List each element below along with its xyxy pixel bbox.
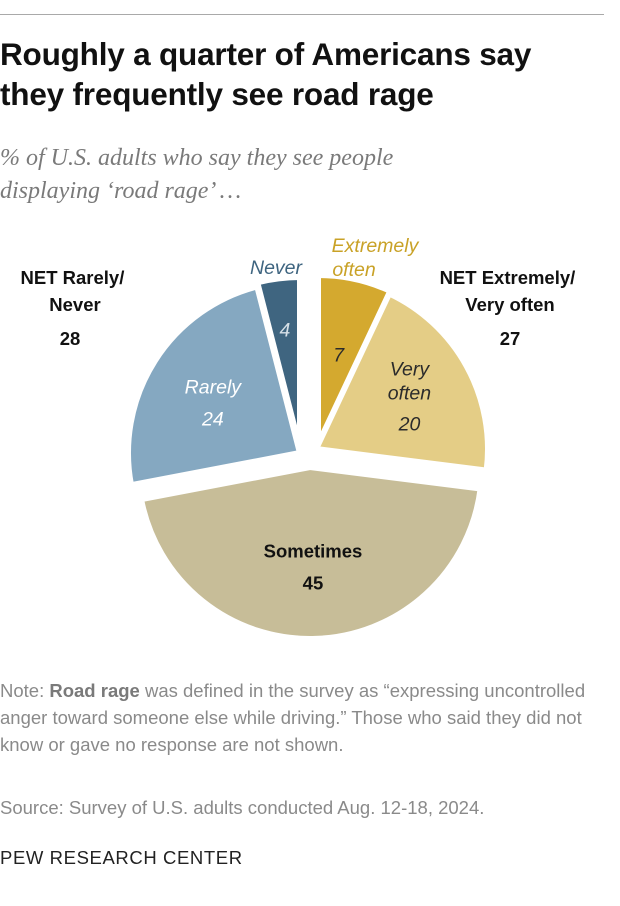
chart-subtitle: % of U.S. adults who say they see people… [0,145,394,204]
label-sometimes: Sometimes [264,541,363,562]
label-never: Never [250,257,304,279]
net-frequent-label-line1: NET Extremely/ [440,267,576,288]
label-extremely-often-line2: often [332,259,375,281]
value-never: 4 [279,320,290,342]
value-sometimes: 45 [303,573,324,594]
label-rarely: Rarely [185,377,243,399]
top-divider [0,14,604,15]
value-very-often: 20 [398,414,421,436]
pie-labels: Extremelyoften7Veryoften20Sometimes45Rar… [185,235,431,594]
slice-sometimes [137,463,485,642]
note: Note: Road rage was defined in the surve… [0,677,610,758]
pie-slices [125,271,491,642]
pew-logo-text: PEW RESEARCH CENTER [0,847,243,868]
chart-title: Roughly a quarter of Americans say they … [0,36,532,112]
label-very-often-line2: often [388,383,431,405]
slice-never [253,273,303,450]
note-prefix: Note: [0,680,50,701]
net-rare-label-line2: Never [49,294,100,315]
net-rare-value: 28 [60,328,81,349]
note-term: Road rage [49,680,140,701]
slice-very-often [311,289,491,474]
net-frequent-label-line2: Very often [465,294,554,315]
slice-rarely [125,282,304,489]
source-line: Source: Survey of U.S. adults conducted … [0,797,485,818]
net-frequent-label: NET Extremely/ Very often [440,267,581,315]
value-rarely: 24 [201,409,224,431]
net-frequent-value: 27 [500,328,521,349]
net-rare-label-line1: NET Rarely/ [21,267,125,288]
label-extremely-often-line1: Extremely [332,235,420,257]
net-rare-label: NET Rarely/ Never [21,267,130,315]
note-body: was defined in the survey as “expressing… [0,680,586,755]
label-very-often-line1: Very [390,359,431,381]
value-extremely-often: 7 [333,345,345,367]
